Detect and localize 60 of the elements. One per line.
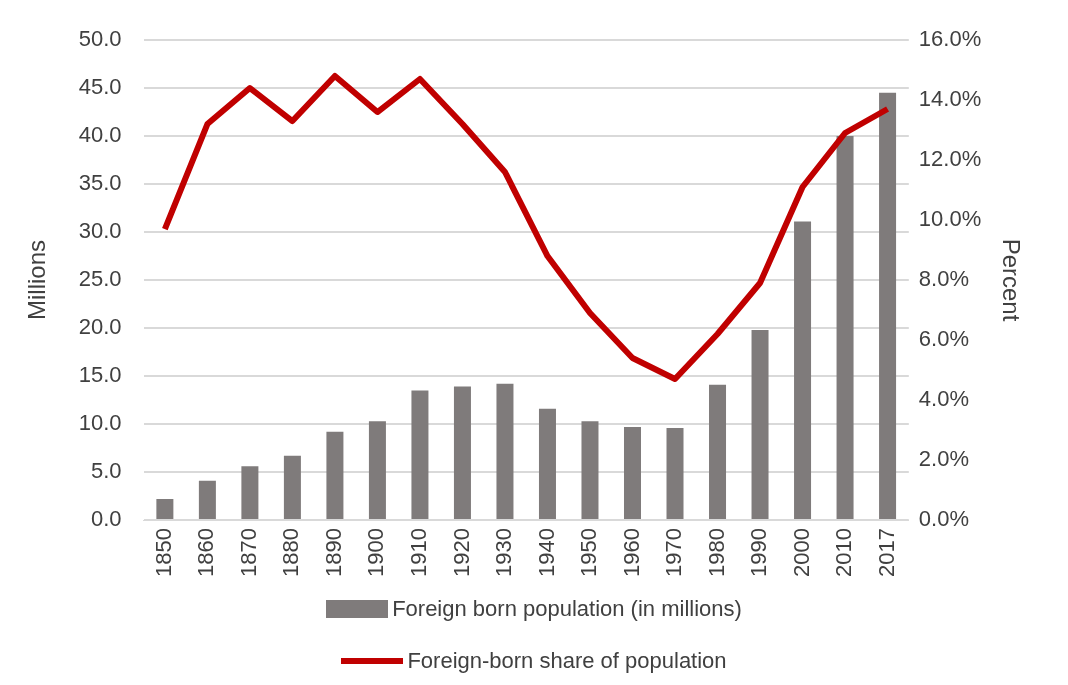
x-tick-label: 1950 [576,528,602,578]
y-tick-label: 10.0 [78,410,122,436]
bar [751,329,769,520]
x-tick-label: 1910 [406,528,431,578]
x-tick-label: 2010 [831,528,857,578]
bar [496,383,514,520]
y-tick-label: 0.0 [91,506,122,532]
bar [581,421,599,520]
bar [453,386,471,520]
x-tick-label: 1880 [278,528,304,578]
x-tick-label: 1870 [235,528,261,578]
y2-tick-label: 16.0% [918,26,982,52]
x-tick-label: 1980 [703,528,729,578]
bar [836,136,854,520]
y2-tick-label: 2.0% [918,446,969,472]
bar [794,221,812,520]
x-tick-label: 1850 [150,528,176,578]
y-tick-label: 20.0 [78,314,122,340]
y2-tick-label: 4.0% [918,386,969,412]
bar [624,426,641,520]
y-tick-label: 30.0 [78,218,122,244]
bar [879,92,897,520]
x-tick-label: 1970 [661,528,687,578]
y2-tick-label: 14.0% [918,86,982,112]
x-tick-label: 1930 [491,528,517,578]
y-tick-label: 50.0 [78,26,122,52]
x-tick-label: 1900 [363,528,389,578]
y-tick-label: 40.0 [78,122,122,148]
y-tick-label: 5.0 [91,458,122,484]
y-tick-label: 45.0 [78,74,122,100]
y-tick-label: 15.0 [78,362,122,388]
y-tick-label: 25.0 [78,266,122,292]
bar [666,427,684,520]
bar [156,498,174,520]
y-tick-label: 35.0 [78,170,122,196]
bar [538,408,556,520]
bar [709,384,727,520]
x-tick-label: 2000 [788,528,814,578]
y2-tick-label: 0.0% [918,506,969,532]
bar [283,455,301,520]
legend-label: Foreign born population (in millions) [392,596,742,622]
x-tick-label: 1990 [746,528,772,578]
x-tick-label: 1860 [193,528,219,578]
bar [368,421,386,520]
y2-tick-label: 10.0% [918,206,982,232]
bar [198,480,216,520]
x-tick-label: 1920 [448,528,474,578]
y-axis-title: Millions [23,240,51,321]
x-tick-label: 1890 [320,528,346,578]
y2-tick-label: 8.0% [918,266,969,292]
legend-label: Foreign-born share of population [407,648,727,674]
y2-axis-title: Percent [997,238,1025,322]
bar [411,390,429,520]
x-tick-label: 1940 [533,528,559,578]
bar [326,431,344,520]
y2-tick-label: 6.0% [918,326,969,352]
y2-tick-label: 12.0% [918,146,982,172]
x-tick-label: 2017 [873,528,899,578]
bar [241,466,259,520]
x-tick-label: 1960 [618,528,644,578]
